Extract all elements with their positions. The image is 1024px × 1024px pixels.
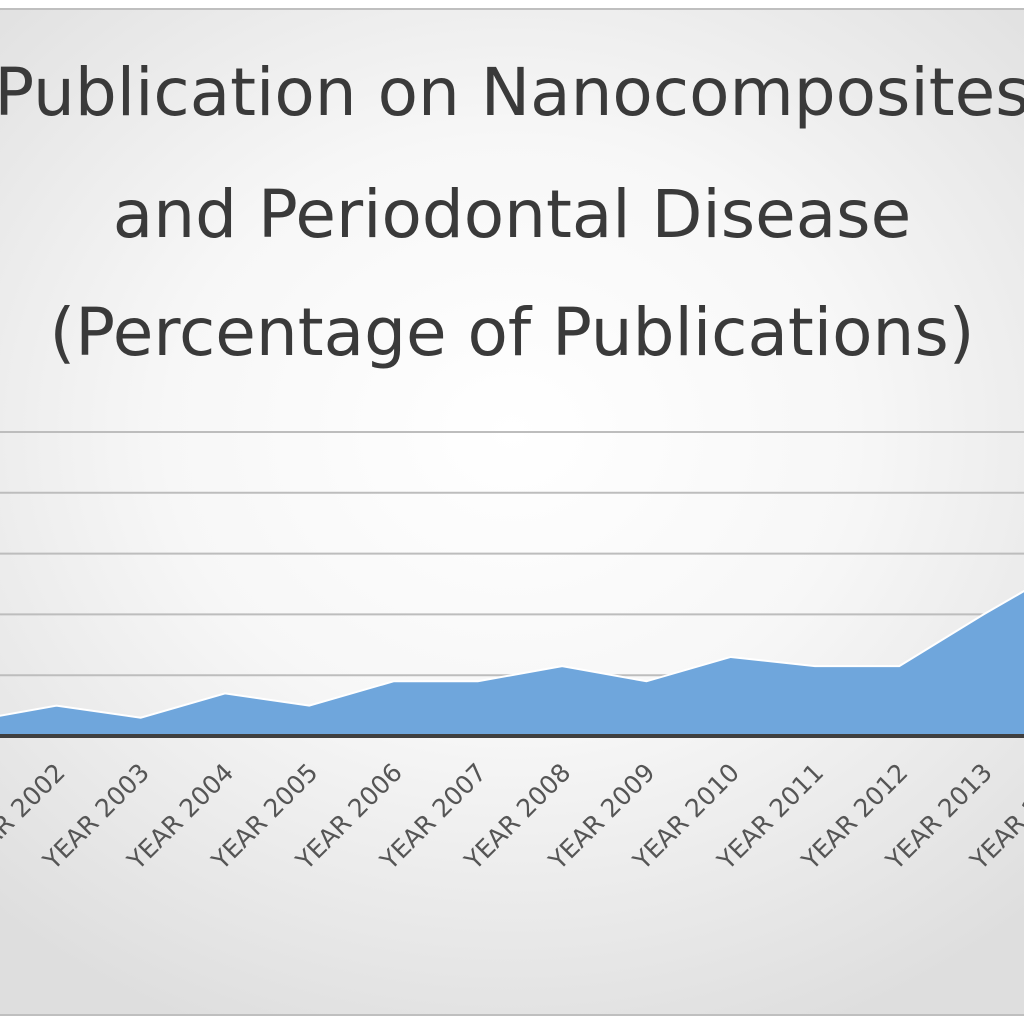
area-series-fill <box>0 589 1024 737</box>
gridlines <box>0 431 1024 677</box>
area-chart: Publication on Nanocomposites and Period… <box>0 54 1024 876</box>
chart-title-line-1: Publication on Nanocomposites <box>0 54 1024 131</box>
chart-frame: Publication on Nanocomposites and Period… <box>0 8 1024 1016</box>
chart-title-line-2: and Periodontal Disease <box>113 176 911 253</box>
area-series <box>0 589 1024 737</box>
chart-title: Publication on Nanocomposites and Period… <box>0 54 1024 371</box>
chart-title-line-3: (Percentage of Publications) <box>50 294 975 371</box>
